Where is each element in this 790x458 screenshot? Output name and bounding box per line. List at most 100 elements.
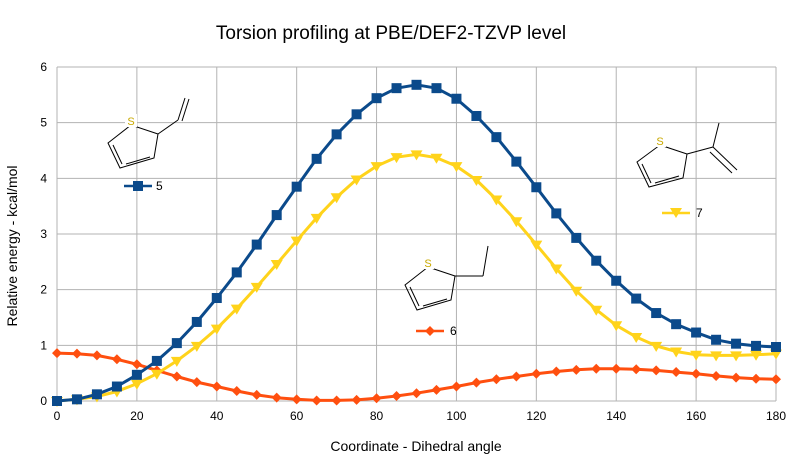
2-ethylthiophene-structure: S xyxy=(404,245,489,311)
point-7 xyxy=(650,341,663,352)
point-6 xyxy=(711,370,722,381)
x-tick-label: 80 xyxy=(370,409,384,423)
point-6 xyxy=(331,395,342,406)
point-7 xyxy=(610,321,623,332)
point-7 xyxy=(390,153,403,164)
point-7 xyxy=(670,347,683,358)
point-6 xyxy=(351,394,362,405)
point-7 xyxy=(750,350,763,361)
point-7 xyxy=(450,162,463,173)
point-7 xyxy=(430,153,443,164)
point-7 xyxy=(590,305,603,316)
point-7 xyxy=(530,240,543,251)
axes xyxy=(56,67,776,402)
x-tick-label: 180 xyxy=(766,409,786,423)
point-5 xyxy=(151,355,162,366)
point-6 xyxy=(471,377,482,388)
point-5 xyxy=(191,316,202,327)
2-isopropenylthiophene-structure: S xyxy=(636,122,738,188)
point-6 xyxy=(631,364,642,375)
point-6 xyxy=(551,366,562,377)
point-5 xyxy=(71,394,82,405)
point-7 xyxy=(190,341,203,352)
point-6 xyxy=(111,354,122,365)
point-5 xyxy=(211,293,222,304)
point-5 xyxy=(351,109,362,120)
point-5 xyxy=(751,340,762,351)
point-5 xyxy=(251,239,262,250)
point-5 xyxy=(91,389,102,400)
point-5 xyxy=(451,93,462,104)
point-7 xyxy=(150,369,163,380)
point-5 xyxy=(491,132,502,143)
point-5 xyxy=(391,83,402,94)
point-5 xyxy=(231,267,242,278)
point-7 xyxy=(550,264,563,275)
legend-marker-5 xyxy=(133,181,143,191)
2-vinylthiophene-structure: S xyxy=(107,97,190,169)
point-7 xyxy=(490,195,503,206)
legend-label-7: 7 xyxy=(696,206,703,220)
point-6 xyxy=(611,363,622,374)
legend-marker-7 xyxy=(670,208,682,218)
point-5 xyxy=(52,396,62,406)
point-7 xyxy=(210,324,223,335)
sulfur-label-6: S xyxy=(424,258,431,270)
point-5 xyxy=(671,319,682,330)
point-6 xyxy=(771,374,781,385)
point-5 xyxy=(471,110,482,121)
y-tick-labels: 0 1 2 3 4 5 6 xyxy=(40,60,47,408)
y-tick-label: 0 xyxy=(40,394,47,408)
point-6 xyxy=(391,390,402,401)
point-6 xyxy=(571,364,582,375)
legend-marker-6 xyxy=(425,326,435,336)
point-6 xyxy=(531,368,542,379)
series-group xyxy=(51,79,782,407)
chart-title: Torsion profiling at PBE/DEF2-TZVP level xyxy=(216,23,566,44)
point-6 xyxy=(671,367,682,378)
point-5 xyxy=(591,255,602,266)
point-5 xyxy=(291,181,302,192)
point-6 xyxy=(491,374,502,385)
point-5 xyxy=(631,293,642,304)
point-5 xyxy=(531,182,542,193)
x-tick-label: 0 xyxy=(54,409,61,423)
point-5 xyxy=(171,338,182,349)
legend-entry-5: 5 xyxy=(124,179,163,193)
point-6 xyxy=(271,392,282,403)
y-tick-label: 4 xyxy=(40,171,47,185)
x-tick-label: 140 xyxy=(606,409,626,423)
point-7 xyxy=(510,217,523,228)
series-5 xyxy=(52,79,781,406)
point-5 xyxy=(731,338,742,349)
point-7 xyxy=(130,379,143,390)
point-7 xyxy=(290,236,303,247)
point-7 xyxy=(350,175,363,186)
x-tick-label: 120 xyxy=(526,409,546,423)
x-axis-title: Coordinate - Dihedral angle xyxy=(330,438,501,454)
point-6 xyxy=(52,348,62,359)
point-7 xyxy=(250,282,263,293)
point-6 xyxy=(171,371,182,382)
x-tick-label: 160 xyxy=(686,409,706,423)
legend-entry-7: 7 xyxy=(662,206,703,220)
point-6 xyxy=(431,384,442,395)
point-7 xyxy=(330,193,343,204)
point-7 xyxy=(310,213,323,224)
legend-entry-6: 6 xyxy=(416,324,457,338)
x-tick-label: 20 xyxy=(130,409,144,423)
x-tick-label: 100 xyxy=(446,409,466,423)
point-7 xyxy=(770,349,782,360)
point-7 xyxy=(630,332,643,343)
point-5 xyxy=(311,153,322,164)
point-6 xyxy=(71,348,82,359)
point-6 xyxy=(411,388,422,399)
point-6 xyxy=(371,393,382,404)
legend-label-5: 5 xyxy=(156,179,163,193)
point-6 xyxy=(691,368,702,379)
point-5 xyxy=(551,208,562,219)
point-5 xyxy=(331,129,342,140)
point-6 xyxy=(191,377,202,388)
legend-label-6: 6 xyxy=(450,324,457,338)
